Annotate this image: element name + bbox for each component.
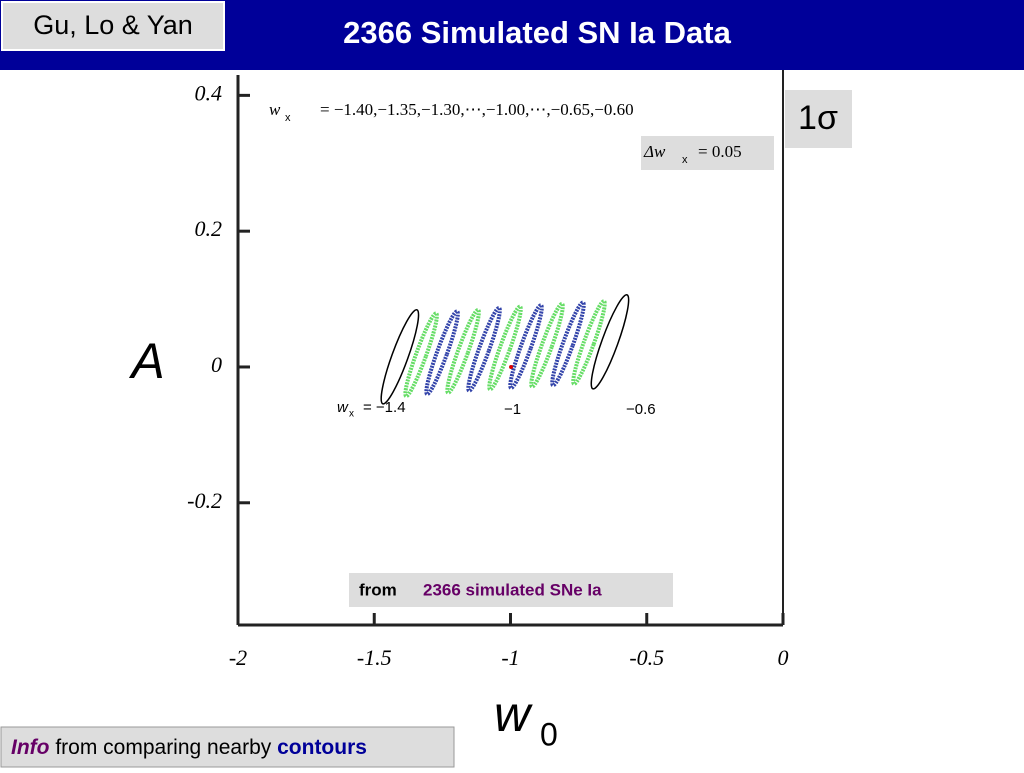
y-tick-label: 0 <box>211 352 222 377</box>
contour <box>571 299 607 386</box>
mid-label: −1 <box>504 401 521 418</box>
source-box <box>349 573 673 607</box>
range-w: w <box>269 100 281 119</box>
range-sub: x <box>285 112 291 124</box>
left-text: = −1.4 <box>363 399 406 416</box>
contour <box>403 311 439 399</box>
y-tick-label: 0.4 <box>195 80 223 105</box>
left-w: w <box>337 399 349 416</box>
y-axis-label: A <box>128 333 164 389</box>
x-axis-label-sub: 0 <box>540 716 558 752</box>
footer-info: Info <box>11 736 50 759</box>
source-from: from <box>359 580 397 599</box>
range-text: = −1.40,−1.35,−1.30,⋯,−1.00,⋯,−0.65,−0.6… <box>320 100 634 119</box>
footer-text: from comparing nearby <box>55 736 271 759</box>
y-tick-label: -0.2 <box>187 488 222 513</box>
x-tick-label: 0 <box>778 645 789 670</box>
contour <box>550 300 586 388</box>
contour <box>445 307 481 395</box>
contour <box>529 301 565 389</box>
x-axis-label: w <box>494 686 533 742</box>
fiducial-point <box>509 364 514 369</box>
slide-title: 2366 Simulated SN Ia Data <box>343 15 731 50</box>
delta-w: Δw <box>643 142 666 161</box>
footer: Info from comparing nearby contours <box>11 736 367 759</box>
delta-text: = 0.05 <box>698 142 742 161</box>
left-sub: x <box>349 409 354 420</box>
y-tick-label: 0.2 <box>195 216 223 241</box>
footer-box <box>0 726 455 768</box>
contour <box>424 309 460 397</box>
sigma-box <box>785 90 852 148</box>
contour <box>590 294 630 390</box>
author-box <box>1 1 225 51</box>
authors: Gu, Lo & Yan <box>33 10 193 40</box>
x-tick-label: -1 <box>501 645 519 670</box>
plot-panel <box>105 70 900 710</box>
x-tick-label: -0.5 <box>629 645 664 670</box>
contour <box>508 303 544 390</box>
delta-sub: x <box>682 154 688 166</box>
x-tick-label: -2 <box>229 645 247 670</box>
contour <box>466 305 502 393</box>
sigma: 1σ <box>798 99 838 137</box>
x-tick-label: -1.5 <box>357 645 392 670</box>
contour <box>487 304 523 392</box>
delta-box <box>641 136 774 170</box>
footer-contours: contours <box>277 736 367 759</box>
contour <box>380 308 420 405</box>
right-label: −0.6 <box>626 401 656 418</box>
source-text: 2366 simulated SNe Ia <box>423 580 602 599</box>
